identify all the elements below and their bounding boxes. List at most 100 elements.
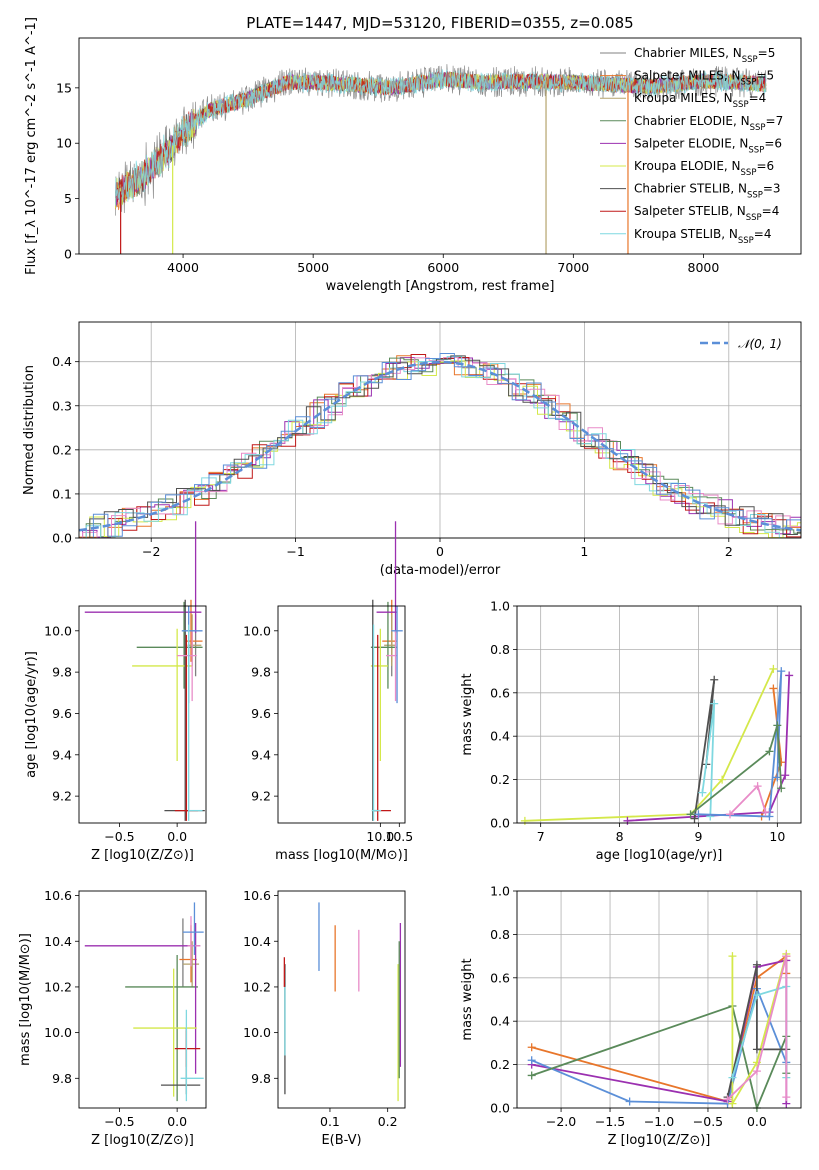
spectrum-axes: 4000 5000 6000 7000 8000 0 5 10 15 wavelength [An…	[24, 17, 719, 294]
y-tick-label: 0	[64, 247, 72, 262]
y-tick-label: 9.2	[52, 789, 72, 804]
x-tick-label: 7000	[557, 260, 589, 275]
series-marker	[527, 1071, 536, 1080]
y-tick-label: 9.6	[52, 706, 72, 721]
series-line	[690, 725, 783, 816]
spectrum-line	[115, 69, 767, 206]
series-marker	[726, 810, 734, 819]
y-tick-label: 10	[56, 136, 72, 151]
legend-label: Salpeter STELIB, NSSP=4	[634, 204, 779, 223]
series-marker	[527, 1043, 536, 1052]
y-tick-label: 0.8	[490, 642, 510, 657]
series-marker	[785, 671, 794, 680]
x-tick-label: 10.5	[385, 829, 413, 844]
x-tick-label: −1.5	[595, 1114, 625, 1129]
mass-weight-vs-Z-series	[527, 949, 791, 1112]
series-marker	[769, 664, 778, 673]
x-axis-label: Z [log10(Z/Z⊙)]	[608, 1133, 711, 1148]
series-marker	[728, 1099, 737, 1108]
x-tick-label: 0.1	[320, 1114, 340, 1129]
age-vs-Z-points	[84, 521, 205, 821]
series-marker	[625, 1097, 634, 1106]
legend-label: Salpeter ELODIE, NSSP=6	[634, 136, 782, 155]
series-marker	[753, 782, 762, 791]
series-marker	[686, 810, 695, 819]
y-tick-label: 0.2	[490, 772, 510, 787]
figure-title: PLATE=1447, MJD=53120, FIBERID=0355, z=0…	[246, 14, 633, 32]
series-marker	[777, 667, 786, 676]
series-marker	[690, 814, 699, 823]
y-tick-label: 10.2	[243, 979, 271, 994]
x-tick-label: 7	[537, 829, 545, 844]
age-vs-mass-frame	[277, 605, 406, 824]
y-tick-label: 9.8	[52, 1071, 72, 1086]
y-tick-label: 0.3	[52, 398, 72, 413]
mass-vs-Z-frame	[78, 890, 207, 1109]
mass-weight-vs-age-series	[520, 664, 794, 825]
y-axis-label: age [log10(age/yr)]	[24, 651, 39, 778]
series-marker	[728, 1073, 737, 1082]
x-tick-label: −0.5	[104, 829, 134, 844]
x-tick-label: 0	[436, 544, 444, 559]
series-line	[698, 671, 783, 818]
y-tick-label: 9.8	[251, 1071, 271, 1086]
series-marker	[710, 675, 719, 684]
legend-label: Kroupa STELIB, NSSP=4	[634, 227, 772, 246]
mass-vs-EBV-points	[283, 902, 402, 1102]
y-tick-label: 10.4	[243, 934, 271, 949]
y-tick-label: 0.1	[52, 486, 72, 501]
x-tick-label: −1	[286, 544, 304, 559]
x-axis-label: age [log10(age/yr)]	[596, 848, 723, 863]
y-axis-label: mass weight	[460, 958, 475, 1040]
series-line	[726, 955, 788, 1100]
series-marker	[623, 816, 632, 825]
series-marker	[782, 952, 791, 961]
series-marker	[752, 991, 761, 1000]
y-tick-label: 0.0	[490, 1101, 510, 1116]
x-axis-label: wavelength [Angstrom, rest frame]	[326, 279, 555, 294]
x-tick-label: 0.0	[747, 1114, 767, 1129]
y-tick-label: 9.2	[251, 789, 271, 804]
histogram-step	[79, 357, 801, 538]
y-tick-label: 10.6	[44, 888, 72, 903]
y-tick-label: 1.0	[490, 599, 510, 614]
age-vs-Z-frame	[78, 605, 207, 824]
y-axis-label: Flux [f_λ 10^-17 erg cm^-2 s^-1 A^-1]	[24, 17, 39, 275]
histogram-step	[79, 356, 801, 538]
age-vs-mass-points	[370, 521, 403, 821]
y-tick-label: 5	[64, 191, 72, 206]
y-tick-label: 10.4	[44, 934, 72, 949]
x-tick-label: 6000	[427, 260, 459, 275]
series-marker	[710, 699, 719, 708]
series-marker	[761, 808, 770, 817]
y-tick-label: 0.4	[490, 1014, 510, 1029]
histogram-step	[79, 355, 801, 538]
x-axis-label: (data-model)/error	[380, 563, 501, 578]
x-tick-label: 5000	[297, 260, 329, 275]
mass-weight-vs-age-axes: 7 8 9 10 0.0 0.2 0.4 0.6 0.8 1.0 age [log10(age/yr…	[460, 599, 801, 863]
x-tick-label: 0.0	[167, 1114, 187, 1129]
series-marker	[752, 960, 761, 969]
mass-vs-Z-axes: −0.5 0.0 9.8 10.0 10.2 10.4 10.6 Z [log10(Z/Z⊙)…	[18, 888, 194, 1148]
legend-label: Chabrier STELIB, NSSP=3	[634, 182, 781, 201]
y-tick-label: 10.6	[243, 888, 271, 903]
series-marker	[723, 1095, 732, 1104]
y-tick-label: 1.0	[490, 884, 510, 899]
x-tick-label: 8000	[688, 260, 720, 275]
legend-label: 𝒩(0, 1)	[738, 337, 782, 351]
y-tick-label: 10.0	[44, 1025, 72, 1040]
series-marker	[718, 775, 727, 784]
x-tick-label: 9	[694, 829, 702, 844]
y-tick-label: 10.0	[243, 1025, 271, 1040]
y-tick-label: 9.6	[251, 706, 271, 721]
series-marker	[527, 1056, 536, 1065]
x-tick-label: −2.0	[546, 1114, 576, 1129]
x-tick-label: −2	[142, 544, 160, 559]
age-vs-Z-axes: −0.5 0.0 9.2 9.4 9.6 9.8 10.0 Z [log10(Z/Z⊙)] ag…	[24, 623, 194, 863]
x-axis-label: Z [log10(Z/Z⊙)]	[91, 848, 194, 863]
x-tick-label: 1	[580, 544, 588, 559]
x-tick-label: −0.5	[693, 1114, 723, 1129]
series-line	[729, 784, 767, 815]
series-line	[726, 964, 787, 1098]
